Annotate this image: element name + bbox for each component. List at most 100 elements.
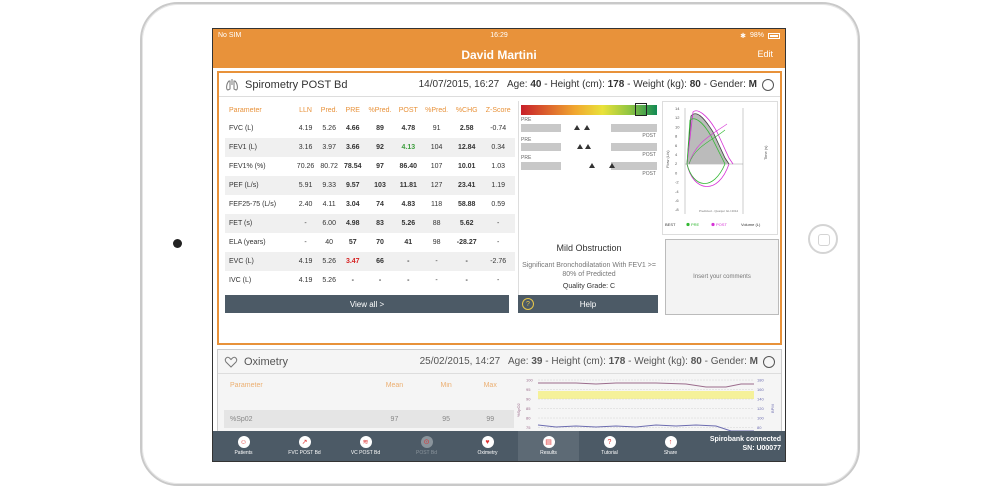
pre-post-bar-1: [521, 124, 657, 132]
weight-value: 80: [689, 79, 701, 90]
table-cell: 4.19: [298, 277, 313, 284]
oxy-left-tick: 95: [526, 387, 531, 392]
oxy-cell: 97: [362, 410, 426, 428]
home-button[interactable]: [808, 224, 838, 254]
oxy-gender-label: - Gender:: [704, 356, 747, 367]
table-row[interactable]: FEV1% (%) 70.26 80.72 78.54 97 86.40 107 10.01 1…: [225, 157, 515, 176]
table-cell: 57: [348, 239, 357, 246]
table-row[interactable]: FET (s) -6.00 4.98 83 5.26 88 5.62-: [225, 214, 515, 233]
oxy-col-header: Mean: [385, 381, 404, 389]
table-cell: 104: [421, 138, 453, 157]
table-cell: 5.26: [395, 214, 422, 233]
graph-watermark: Predicted - Quanjer GLI 2012: [699, 209, 739, 213]
table-cell: PEF (L/s): [225, 176, 294, 195]
col-header: POST: [398, 106, 418, 114]
table-cell: 5.62: [452, 214, 482, 233]
table-row[interactable]: FEF25-75 (L/s) 2.40 4.11 3.04 74 4.83 118 58.88…: [225, 195, 515, 214]
table-cell: -: [304, 239, 307, 246]
tab-oximetry[interactable]: ♥ Oximetry: [457, 431, 518, 461]
oxy-age: 39: [531, 356, 543, 367]
table-row[interactable]: IVC (L) 4.19 5.26 - - - - - -: [225, 271, 515, 290]
legend-best: BEST: [665, 222, 676, 227]
table-cell: 83: [364, 214, 396, 233]
table-cell: 3.04: [345, 201, 360, 208]
oxy-cell: 99: [466, 410, 514, 428]
oxy-right-tick: 80: [757, 425, 762, 430]
view-all-button[interactable]: View all >: [225, 295, 509, 313]
table-cell: 5.26: [322, 277, 336, 284]
table-cell: ELA (years): [229, 239, 266, 246]
table-row[interactable]: ELA (years) - 40 57 70 41 98 -28.27 -: [225, 233, 515, 252]
table-cell: 98: [432, 239, 441, 246]
oxy-weight-label: - Weight (kg):: [628, 356, 688, 367]
table-cell: -: [497, 277, 500, 284]
col-header: %Pred.: [425, 106, 449, 114]
table-cell: 4.19: [293, 252, 318, 271]
clock: 16:29: [490, 32, 508, 39]
tab-patients[interactable]: ☺ Patients: [213, 431, 274, 461]
tab-label: Tutorial: [601, 450, 618, 456]
tab-post-bd[interactable]: ⊙ POST Bd: [396, 431, 457, 461]
quality-grade: Quality Grade: C: [562, 283, 616, 290]
comments-field[interactable]: Insert your comments: [665, 239, 779, 315]
select-radio[interactable]: [762, 78, 774, 91]
table-cell: 78.54: [343, 163, 362, 170]
oximetry-meta: 25/02/2015, 14:27 Age: 39 - Height (cm):…: [420, 356, 758, 367]
oximetry-title: Oximetry: [244, 355, 288, 368]
table-row[interactable]: PEF (L/s) 5.91 9.33 9.57 103 11.81 127 23.41 1.1…: [225, 176, 515, 195]
heart-icon: ♥: [481, 436, 494, 448]
tab-results[interactable]: ▤ Results: [518, 431, 579, 461]
tab-tutorial[interactable]: ? Tutorial: [579, 431, 640, 461]
graph-tick: 2: [675, 161, 678, 166]
oxy-cell: 95: [425, 410, 467, 428]
table-cell: FEV1 (L): [225, 138, 294, 157]
vc-icon: ≋: [359, 436, 372, 448]
flow-volume-graph[interactable]: 14 12 10 8 6 4 2 0 -2 -4 -6 -8 Flow (L/s) Time (s) …: [662, 101, 778, 235]
heart-outline-icon: [224, 356, 238, 368]
graph-tick: -2: [675, 180, 679, 185]
oximetry-select-radio[interactable]: [763, 355, 775, 368]
tab-vc-post-bd[interactable]: ≋ VC POST Bd: [335, 431, 396, 461]
spirometry-header: Spirometry POST Bd 14/07/2015, 16:27 Age…: [219, 73, 780, 97]
table-row[interactable]: FEV1 (L) 3.16 3.97 3.66 92 4.13 104 12.84 0.34: [225, 138, 515, 157]
table-cell: -0.74: [490, 125, 507, 132]
test-title: Spirometry POST Bd: [245, 78, 348, 91]
spirometry-card[interactable]: Spirometry POST Bd 14/07/2015, 16:27 Age…: [217, 71, 782, 345]
edit-button[interactable]: Edit: [757, 49, 773, 59]
oxy-left-tick: 85: [526, 406, 531, 411]
tab-fvc-post-bd[interactable]: ↗ FVC POST Bd: [274, 431, 335, 461]
bluetooth-icon: ✱: [740, 32, 746, 40]
post-label-1: POST: [642, 133, 656, 139]
oxy-right-tick: 100: [757, 416, 764, 421]
table-cell: -: [378, 277, 382, 284]
table-row[interactable]: FVC (L) 4.19 5.26 4.66 89 4.78 91 2.58 -0.74: [225, 119, 515, 138]
post-label-3: POST: [642, 171, 656, 177]
help-label: Help: [579, 299, 597, 309]
table-cell: -: [465, 277, 468, 284]
interpretation-panel: PRE POST PRE POST PRE POST Mild Obstruct…: [518, 101, 658, 313]
table-cell: 103: [364, 176, 396, 195]
table-cell: 4.66: [345, 125, 360, 132]
results-icon: ▤: [542, 436, 555, 448]
battery-icon: [768, 32, 780, 39]
table-cell: 4.98: [340, 214, 365, 233]
col-header: PRE: [345, 106, 360, 114]
battery-percent: 98%: [749, 32, 764, 39]
table-row[interactable]: EVC (L) 4.19 5.26 3.47 66- - - -2.76: [225, 252, 515, 271]
oxy-left-tick: 90: [526, 397, 531, 402]
help-button[interactable]: ? Help: [518, 295, 658, 313]
graph-tick: 8: [675, 134, 678, 139]
table-cell: 1.03: [491, 163, 505, 170]
table-cell: 3.47: [340, 252, 365, 271]
lungs-icon: [226, 78, 238, 91]
table-cell: -: [452, 252, 482, 271]
oximetry-header: Oximetry 25/02/2015, 14:27 Age: 39 - Hei…: [218, 350, 781, 374]
table-cell: -: [497, 239, 500, 246]
tab-label: Patients: [234, 450, 253, 456]
tab-share[interactable]: ↑ Share: [640, 431, 701, 461]
table-cell: 6.00: [317, 214, 341, 233]
oxy-right-tick: 140: [757, 397, 764, 402]
graph-tick: -4: [675, 189, 679, 194]
table-cell: 4.13: [395, 138, 422, 157]
